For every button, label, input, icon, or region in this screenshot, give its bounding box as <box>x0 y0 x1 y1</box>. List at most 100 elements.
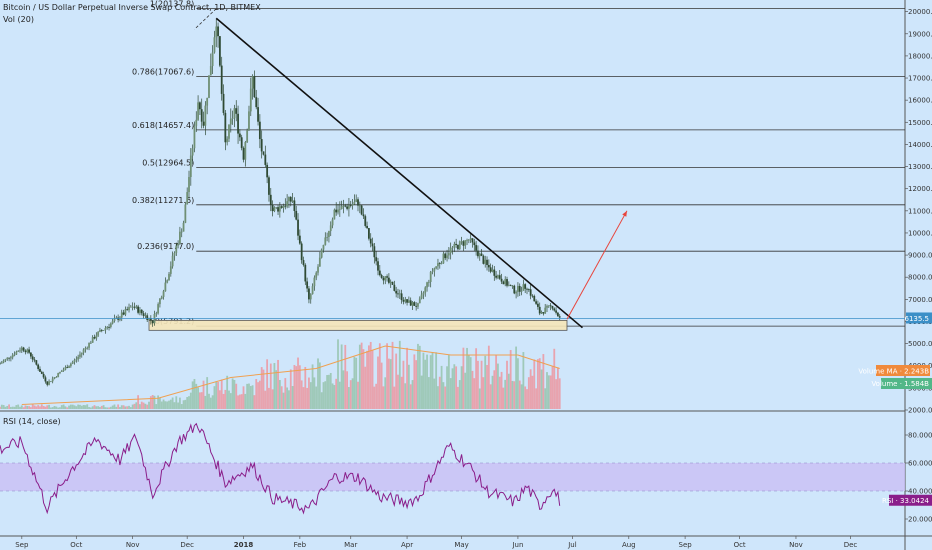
candle-body <box>406 299 408 303</box>
volume-bar <box>111 405 114 409</box>
volume-indicator-label[interactable]: Vol (20) <box>3 15 34 24</box>
candle-body <box>197 102 199 120</box>
candle-body <box>6 357 9 360</box>
volume-bar <box>417 343 419 409</box>
candle-body <box>524 284 527 289</box>
candle-body <box>382 277 385 281</box>
volume-bar <box>209 397 212 409</box>
volume-bar <box>333 385 336 409</box>
volume-bar <box>57 407 60 409</box>
candle-body <box>231 118 234 119</box>
candle-body <box>498 275 501 279</box>
volume-bar <box>6 405 9 409</box>
time-tick-label: Oct <box>70 541 82 549</box>
fib-level-label: 0.5(12964.5) <box>142 158 194 167</box>
candle-body <box>157 304 160 314</box>
candle-body <box>517 286 519 292</box>
candle-body <box>455 243 458 245</box>
candle-body <box>100 330 103 331</box>
candle-body <box>140 309 143 314</box>
volume-bar <box>466 347 468 409</box>
candle-body <box>240 137 243 148</box>
volume-bar <box>402 360 405 409</box>
volume-bar <box>233 379 236 409</box>
volume-bar <box>502 387 505 409</box>
volume-bar <box>544 388 547 409</box>
candle-body <box>522 284 525 291</box>
candle-body <box>478 253 481 257</box>
candle-body <box>33 359 36 361</box>
volume-bar <box>515 346 518 409</box>
volume-bar <box>309 382 312 409</box>
candle-body <box>198 102 201 110</box>
candle-body <box>520 290 523 292</box>
volume-bar <box>487 345 490 409</box>
candle-body <box>315 272 318 278</box>
volume-bar <box>260 367 263 409</box>
time-tick-label: Oct <box>734 541 746 549</box>
candle-body <box>531 295 534 297</box>
support-zone-group <box>148 319 568 331</box>
support-zone[interactable] <box>148 319 568 331</box>
rsi-indicator-label[interactable]: RSI (14, close) <box>3 417 61 426</box>
volume-bar <box>220 379 223 409</box>
candle-body <box>257 107 259 122</box>
volume-bar <box>471 370 474 409</box>
candle-body <box>435 266 438 269</box>
candle-body <box>89 342 92 344</box>
volume-bar <box>404 383 407 409</box>
candle-body <box>204 105 207 126</box>
candle-body <box>66 367 69 369</box>
fib-level-label: 0.786(17067.6) <box>132 68 194 77</box>
volume-bar <box>53 405 56 409</box>
current-price-tag: 6135.5 <box>905 315 930 323</box>
candle-body <box>126 309 129 311</box>
volume-bar <box>318 362 321 409</box>
candle-body <box>175 245 178 253</box>
volume-bar <box>140 401 143 409</box>
candle-body <box>237 113 239 134</box>
fib-level-label: 0.382(11271.6) <box>132 196 194 205</box>
candle-body <box>169 266 172 274</box>
candle-body <box>211 52 214 67</box>
volume-bar <box>75 406 78 409</box>
candle-body <box>422 292 425 295</box>
candle-body <box>402 300 405 302</box>
volume-bar <box>119 407 121 409</box>
candle-body <box>95 335 98 339</box>
time-axis[interactable]: Sep Oct Nov Dec 2018 Feb Mar Apr May Jun Jul Aug Sep… <box>15 536 857 549</box>
volume-bar <box>535 388 537 409</box>
candle-body <box>277 207 279 212</box>
candle-body <box>26 349 29 353</box>
volume-bar <box>64 406 67 409</box>
volume-bar <box>253 395 256 409</box>
candle-body <box>133 306 136 308</box>
candle-body <box>182 222 185 232</box>
volume-bar <box>493 370 496 409</box>
candle-body <box>186 192 189 205</box>
time-tick-label: Nov <box>789 541 803 549</box>
volume-bar <box>249 386 252 409</box>
volume-bar <box>317 358 319 409</box>
forecast-arrow[interactable] <box>566 210 628 320</box>
volume-bar <box>142 402 145 409</box>
volume-bar <box>326 375 329 409</box>
descending-trendline[interactable] <box>215 17 583 329</box>
volume-bar <box>86 404 89 409</box>
volume-bar <box>191 381 194 409</box>
candle-body <box>166 280 169 283</box>
candle-body <box>171 255 174 267</box>
candle-body <box>460 241 463 243</box>
symbol-title[interactable]: Bitcoin / US Dollar Perpetual Inverse Sw… <box>3 3 261 12</box>
volume-bar <box>184 399 187 409</box>
volume-bar <box>126 406 129 409</box>
candle-body <box>322 244 325 250</box>
volume-bar <box>146 404 149 409</box>
candle-body <box>324 237 327 245</box>
candlesticks[interactable] <box>0 18 561 387</box>
volume-bar <box>469 357 472 409</box>
candle-body <box>313 277 316 287</box>
volume-bar <box>377 356 379 409</box>
volume-bar <box>200 392 203 409</box>
